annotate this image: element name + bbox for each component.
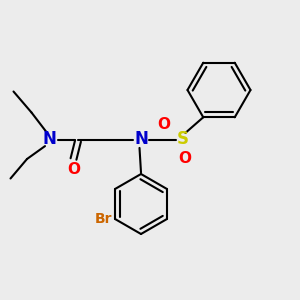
Text: S: S [177, 130, 189, 148]
Text: N: N [134, 130, 148, 148]
Text: O: O [178, 151, 191, 166]
Text: Br: Br [95, 212, 112, 226]
Text: N: N [43, 130, 56, 148]
Text: O: O [67, 162, 80, 177]
Text: O: O [157, 117, 170, 132]
